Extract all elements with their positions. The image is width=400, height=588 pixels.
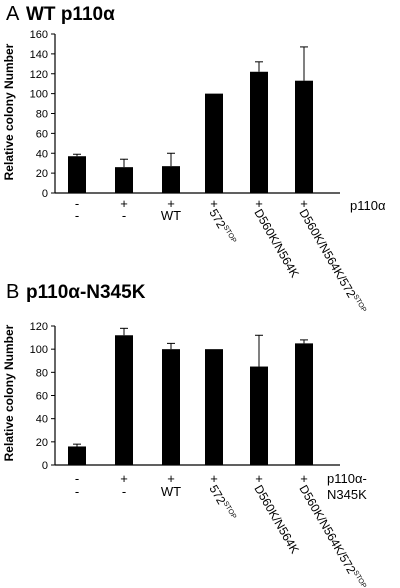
panel-b-category-label: WT <box>161 484 181 499</box>
panel-a-row-sign: + <box>210 196 218 211</box>
panel-a-y-tick-label: 20 <box>36 168 48 180</box>
panel-a-letter: A <box>6 3 20 25</box>
panel-a-bar <box>250 71 268 193</box>
panel-a-series-label: p110α <box>350 198 386 213</box>
panel-a-category-label: - <box>75 208 79 223</box>
panel-a-row-sign: + <box>167 196 175 211</box>
panel-b-series-label: N345K <box>327 487 367 502</box>
panel-a-y-tick-label: 40 <box>36 148 48 160</box>
panel-a-y-tick-label: 60 <box>36 128 48 140</box>
panel-a-bar <box>115 167 133 193</box>
panel-b-row-sign: + <box>167 471 175 486</box>
panel-b-y-tick-label: 120 <box>30 321 48 333</box>
panel-a-row-sign: + <box>300 196 308 211</box>
panel-b-row-sign: + <box>210 471 218 486</box>
panel-b-row-sign: + <box>300 471 308 486</box>
panel-a-y-tick-label: 80 <box>36 109 48 121</box>
panel-b-bar <box>68 446 86 465</box>
panel-b-category-label: - <box>75 484 79 499</box>
panel-b-y-tick-label: 100 <box>30 344 48 356</box>
panel-b-bar <box>250 366 268 465</box>
panel-a-y-tick-label: 140 <box>30 49 48 61</box>
panel-a-bar <box>205 93 223 193</box>
panel-b-row-sign: + <box>120 471 128 486</box>
panel-b-y-tick-label: 80 <box>36 367 48 379</box>
panel-a-bar <box>295 80 313 193</box>
panel-b-y-tick-label: 40 <box>36 414 48 426</box>
panel-b-bar <box>295 343 313 465</box>
panel-a-y-tick-label: 160 <box>30 29 48 41</box>
panel-b-bar <box>162 349 180 465</box>
panel-a-y-tick-label: 0 <box>42 188 48 200</box>
panel-b-y-tick-label: 60 <box>36 391 48 403</box>
panel-b-title: p110α-N345K <box>26 282 146 303</box>
panel-b-row-sign: + <box>255 471 263 486</box>
panel-a-bar <box>162 166 180 193</box>
panel-b-y-tick-label: 20 <box>36 437 48 449</box>
panel-b-letter: B <box>6 281 19 303</box>
panel-a-row-sign: + <box>255 196 263 211</box>
panel-a-category-label: WT <box>161 208 181 223</box>
panel-a-category-label: - <box>122 208 126 223</box>
panel-b-row-sign: - <box>75 471 79 486</box>
panel-a-y-tick-label: 100 <box>30 89 48 101</box>
panel-a-row-sign: - <box>75 196 79 211</box>
panel-b-y-tick-label: 0 <box>42 460 48 472</box>
panel-a-y-tick-label: 120 <box>30 69 48 81</box>
panel-b-category-label: - <box>122 484 126 499</box>
panel-b-bar <box>205 349 223 465</box>
panel-a-ylabel: Relative colony Number <box>2 43 16 180</box>
panel-a-row-sign: + <box>120 196 128 211</box>
panel-b-bar <box>115 335 133 465</box>
panel-a: A WT p110α Relative colony Number 0 20 40 6… <box>2 3 386 314</box>
panel-a-bar <box>68 156 86 193</box>
panel-b-series-label: p110α- <box>327 471 367 486</box>
panel-a-title: WT p110α <box>26 4 115 25</box>
panel-b-ylabel: Relative colony Number <box>2 324 16 461</box>
panel-b: B p110α-N345K Relative colony Number 0 20… <box>2 281 368 588</box>
